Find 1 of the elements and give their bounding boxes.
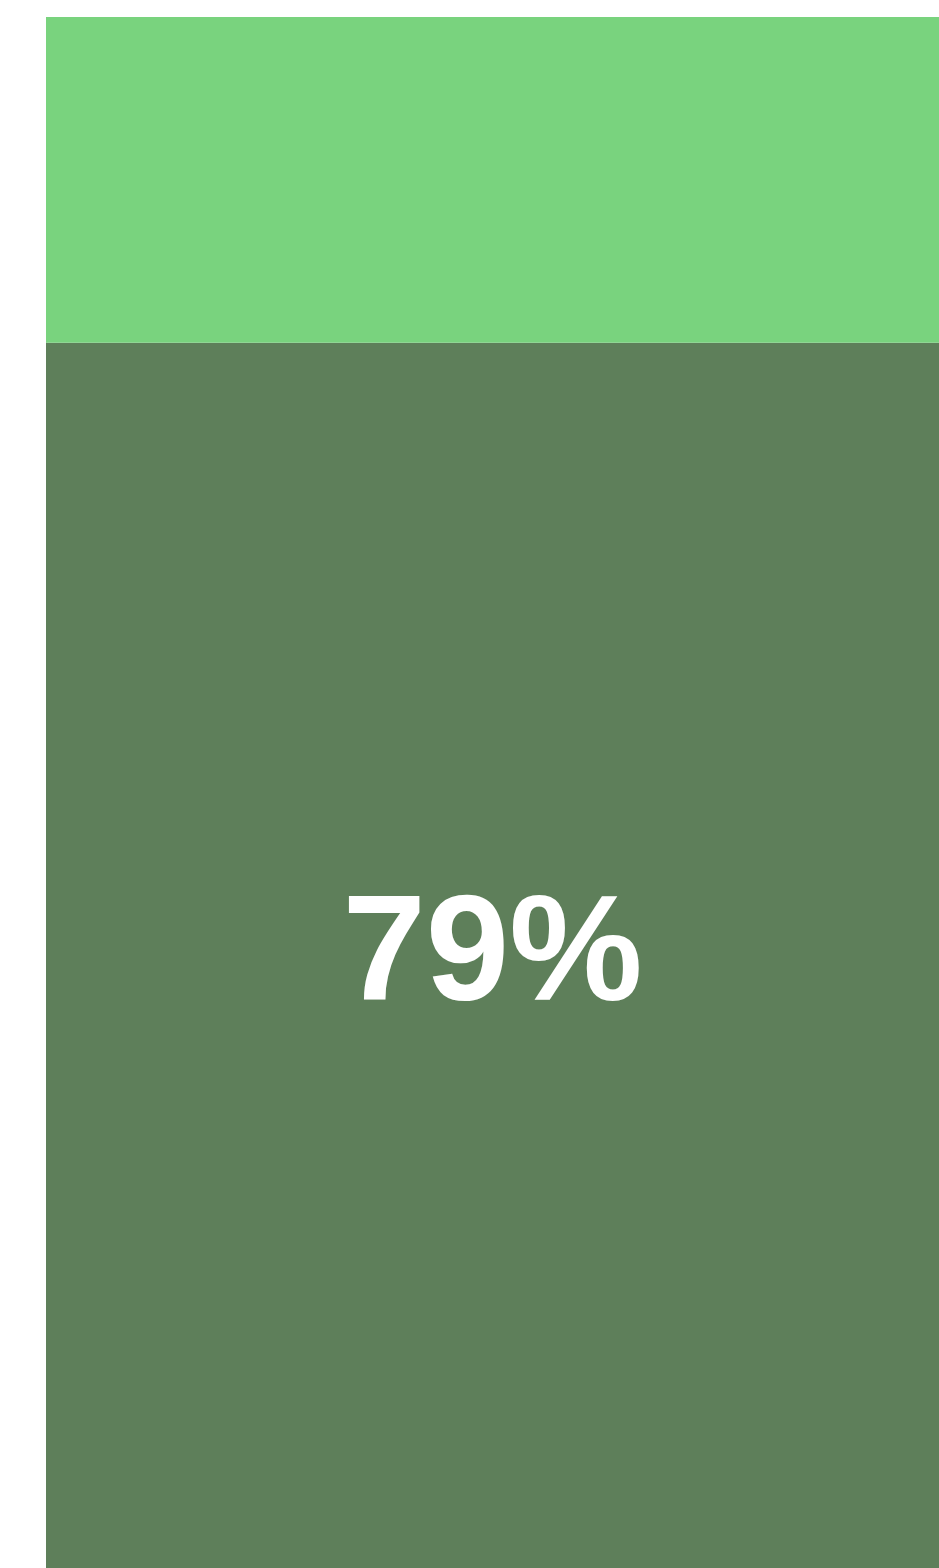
- data-label: 79%: [342, 864, 643, 1033]
